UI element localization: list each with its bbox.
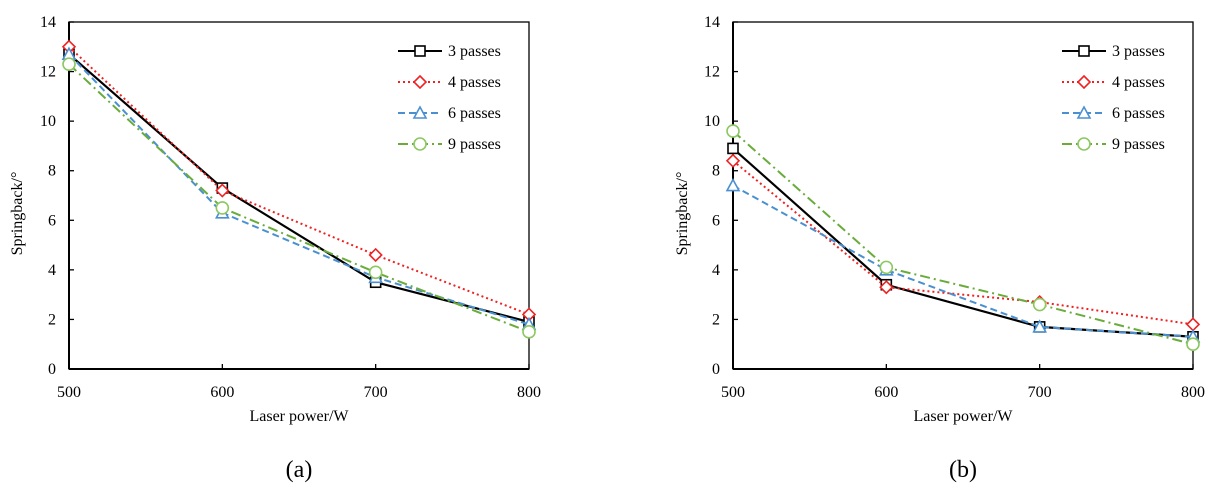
legend-item: 3 passes xyxy=(1062,43,1165,60)
y-tick-label: 12 xyxy=(40,64,56,81)
series-line xyxy=(68,53,530,323)
y-tick-label: 8 xyxy=(48,163,56,180)
data-point xyxy=(1032,297,1047,312)
y-tick-label: 12 xyxy=(704,64,720,81)
chart-panel-a: 0 2 4 6 8 10 12 14 500 600 700 800 Laser power/W Spri… xyxy=(9,14,541,483)
x-tick-label: 800 xyxy=(517,384,541,401)
legend-item: 9 passes xyxy=(398,136,501,153)
legend-marker xyxy=(414,45,426,57)
legend-label: 4 passes xyxy=(448,74,501,91)
x-axis-label: Laser power/W xyxy=(249,408,349,425)
legend-item: 3 passes xyxy=(398,43,501,60)
x-tick-label: 800 xyxy=(1181,384,1205,401)
y-axis-label: Springback/° xyxy=(674,172,691,256)
data-point xyxy=(725,153,741,168)
x-axis-label: Laser power/W xyxy=(913,408,1013,425)
legend-label: 9 passes xyxy=(1112,136,1165,153)
legend-label: 4 passes xyxy=(1112,74,1165,91)
legend-item: 9 passes xyxy=(1062,136,1165,153)
legend-marker xyxy=(413,137,427,151)
panel-caption: (a) xyxy=(286,457,313,483)
data-point xyxy=(1186,337,1200,352)
legend-label: 3 passes xyxy=(1112,43,1165,60)
legend-marker xyxy=(412,105,428,119)
y-tick-label: 4 xyxy=(48,262,56,279)
series-line xyxy=(68,53,530,326)
series-line xyxy=(732,184,1194,338)
series-line xyxy=(732,130,1194,346)
x-tick-label: 600 xyxy=(874,384,898,401)
series-4-passes xyxy=(725,153,1201,332)
x-tick-label: 600 xyxy=(210,384,234,401)
y-tick-label: 0 xyxy=(48,361,56,378)
data-point xyxy=(726,124,740,138)
x-tick-label: 500 xyxy=(721,384,745,401)
y-tick-label: 10 xyxy=(40,113,56,130)
series-9-passes xyxy=(62,57,536,339)
legend-marker xyxy=(1078,45,1090,57)
legend-marker xyxy=(1077,137,1091,151)
legend-marker xyxy=(412,74,428,90)
data-point xyxy=(1032,319,1048,333)
data-point xyxy=(522,325,536,339)
chart-panel-b: 0 2 4 6 8 10 12 14 500 600 700 800 Laser power/W Spri… xyxy=(674,14,1205,483)
y-tick-label: 0 xyxy=(712,361,720,378)
data-point xyxy=(725,177,741,192)
series-6-passes xyxy=(725,177,1201,343)
y-tick-label: 6 xyxy=(48,212,56,229)
y-tick-label: 2 xyxy=(712,311,720,328)
x-tick-label: 700 xyxy=(1028,384,1052,401)
y-tick-label: 14 xyxy=(40,14,56,31)
legend-label: 9 passes xyxy=(448,136,501,153)
legend-label: 3 passes xyxy=(448,43,501,60)
legend-marker xyxy=(1076,74,1092,90)
series-3-passes xyxy=(727,142,1199,343)
legend-label: 6 passes xyxy=(1112,105,1165,122)
data-point xyxy=(215,201,230,215)
legend-label: 6 passes xyxy=(448,105,501,122)
x-tick-label: 700 xyxy=(364,384,388,401)
y-tick-label: 6 xyxy=(712,212,720,229)
legend-marker xyxy=(1076,105,1092,119)
legend-item: 6 passes xyxy=(1062,105,1165,122)
y-tick-label: 14 xyxy=(704,14,720,31)
y-axis-label: Springback/° xyxy=(9,172,26,256)
data-point xyxy=(368,247,383,263)
y-tick-label: 10 xyxy=(704,113,720,130)
series-9-passes xyxy=(726,124,1200,352)
data-point xyxy=(879,260,894,275)
y-tick-label: 8 xyxy=(712,163,720,180)
y-tick-label: 2 xyxy=(48,311,56,328)
series-line xyxy=(732,147,1194,338)
data-point xyxy=(727,142,739,155)
data-point xyxy=(1185,317,1201,332)
data-point xyxy=(879,280,894,295)
series-line xyxy=(732,160,1194,326)
y-tick-label: 4 xyxy=(712,262,720,279)
x-tick-label: 500 xyxy=(57,384,81,401)
data-point xyxy=(368,265,383,280)
legend-item: 6 passes xyxy=(398,105,501,122)
panel-caption: (b) xyxy=(949,457,977,483)
data-point xyxy=(215,183,230,198)
legend-item: 4 passes xyxy=(1062,74,1165,91)
series-line xyxy=(68,46,530,316)
series-line xyxy=(68,63,530,333)
data-point xyxy=(62,57,76,71)
legend-item: 4 passes xyxy=(398,74,501,91)
